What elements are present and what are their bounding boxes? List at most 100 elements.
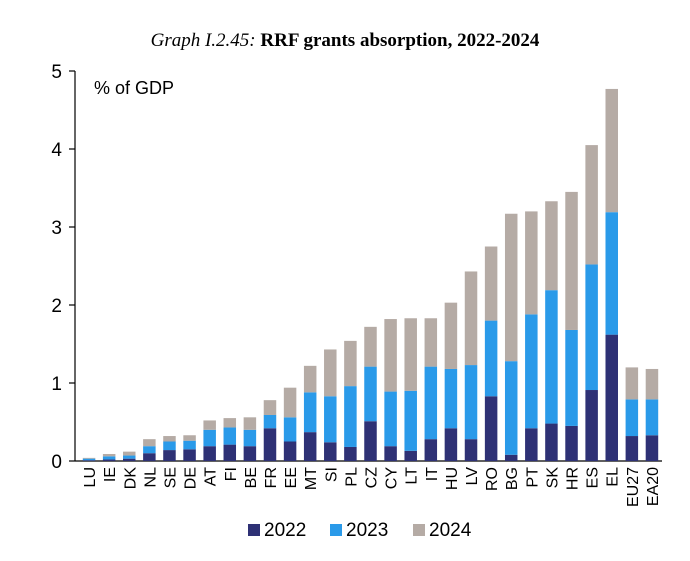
y-axis-unit-label: % of GDP [94, 78, 174, 98]
bar-DK-2024 [123, 451, 136, 456]
x-tick-label: EE [283, 467, 300, 488]
bar-SE-2022 [163, 450, 176, 461]
bar-IE-2023 [102, 456, 116, 460]
bar-EE-2023 [283, 417, 297, 442]
bar-LV-2023 [464, 365, 478, 440]
x-tick-label: PT [524, 467, 541, 488]
bar-AT-2022 [203, 446, 216, 461]
bar-PT-2023 [525, 314, 538, 429]
bar-RO-2024 [484, 246, 498, 321]
bar-IE-2024 [102, 453, 116, 457]
bar-SE-2024 [163, 436, 176, 442]
bar-SI-2024 [324, 349, 337, 397]
x-tick-label: NL [142, 467, 159, 488]
bar-EL-2024 [605, 88, 618, 213]
chart-title: Graph I.2.45: RRF grants absorption, 202… [0, 30, 690, 52]
x-tick-label: HU [444, 467, 461, 490]
bar-SI-2022 [324, 442, 337, 461]
bar-CZ-2023 [364, 366, 377, 422]
bar-NL-2024 [143, 439, 156, 447]
x-tick-label: IE [102, 467, 119, 482]
bar-PT-2024 [525, 211, 538, 315]
bar-IT-2022 [424, 439, 438, 461]
x-tick-label: IT [424, 467, 441, 481]
bar-SK-2024 [545, 201, 558, 291]
bar-PT-2022 [525, 428, 538, 461]
x-tick-label: BG [504, 467, 521, 490]
bar-AT-2024 [203, 420, 216, 430]
x-tick-label: FI [223, 467, 240, 481]
bar-HR-2022 [565, 425, 578, 461]
x-tick-label: LU [82, 467, 99, 487]
bar-SK-2023 [545, 290, 558, 424]
x-tick-label: AT [203, 467, 220, 486]
bar-CZ-2024 [364, 326, 377, 367]
bar-LU-2022 [82, 460, 96, 461]
bar-LV-2024 [464, 271, 478, 366]
legend-label: 2022 [264, 520, 306, 541]
bar-ES-2024 [585, 145, 598, 265]
bar-CY-2024 [384, 319, 397, 392]
bar-ES-2023 [585, 264, 598, 391]
bar-EL-2022 [605, 334, 618, 461]
bar-ES-2022 [585, 390, 598, 461]
bar-LT-2024 [404, 318, 417, 391]
bar-FR-2024 [263, 400, 277, 415]
x-tick-label: ES [585, 467, 602, 488]
bar-EA20-2023 [645, 399, 659, 436]
bar-MT-2022 [303, 432, 317, 461]
y-tick-label: 4 [51, 140, 62, 161]
bar-LU-2024 [82, 457, 96, 459]
bar-NL-2022 [143, 453, 156, 461]
y-tick-label: 0 [51, 452, 62, 473]
bar-MT-2023 [303, 392, 317, 433]
bar-FI-2024 [223, 418, 237, 428]
bar-FR-2022 [263, 428, 277, 461]
bar-BG-2022 [504, 454, 518, 461]
y-tick-label: 3 [51, 218, 62, 239]
x-tick-label: DK [122, 467, 139, 490]
bar-EE-2022 [283, 441, 297, 461]
bar-RO-2022 [484, 396, 498, 461]
bar-CY-2022 [384, 446, 397, 461]
x-tick-label: SE [162, 467, 179, 488]
bar-HR-2024 [565, 191, 578, 330]
legend-swatch-2023 [330, 524, 342, 536]
bar-IE-2022 [102, 459, 116, 461]
bar-DK-2023 [123, 455, 136, 459]
bar-FI-2023 [223, 427, 237, 445]
x-tick-label: LV [464, 467, 481, 486]
y-tick-label: 2 [51, 296, 62, 317]
bar-EU27-2022 [625, 436, 639, 461]
x-tick-label: FR [263, 467, 280, 488]
bar-FI-2022 [223, 444, 237, 461]
x-tick-label: LT [404, 467, 421, 485]
bar-LU-2023 [82, 458, 96, 461]
x-tick-label: EL [605, 467, 622, 487]
bar-AT-2023 [203, 429, 216, 447]
bar-CZ-2022 [364, 421, 377, 461]
bar-IT-2024 [424, 318, 438, 367]
bar-EE-2024 [283, 387, 297, 418]
bar-EU27-2023 [625, 399, 639, 437]
bar-SE-2023 [163, 441, 176, 451]
chart-title-prefix: Graph I.2.45: [150, 30, 256, 51]
bar-RO-2023 [484, 320, 498, 397]
bar-SK-2022 [545, 423, 558, 461]
x-tick-label: MT [303, 467, 320, 490]
bar-LT-2022 [404, 450, 417, 461]
x-tick-label: EU27 [625, 467, 642, 507]
legend: 2022 2023 2024 [248, 520, 472, 541]
chart-title-main: RRF grants absorption, 2022-2024 [260, 30, 540, 51]
bar-PL-2023 [344, 386, 357, 447]
bar-BE-2023 [243, 429, 257, 447]
legend-label: 2023 [346, 520, 388, 541]
bar-BE-2024 [243, 417, 257, 430]
bar-EU27-2024 [625, 367, 639, 400]
bar-HU-2022 [444, 428, 458, 461]
x-tick-label: PL [343, 467, 360, 487]
bar-EA20-2024 [645, 368, 659, 400]
bar-LT-2023 [404, 390, 417, 451]
bar-DE-2024 [183, 435, 196, 441]
x-tick-label: SI [323, 467, 340, 482]
